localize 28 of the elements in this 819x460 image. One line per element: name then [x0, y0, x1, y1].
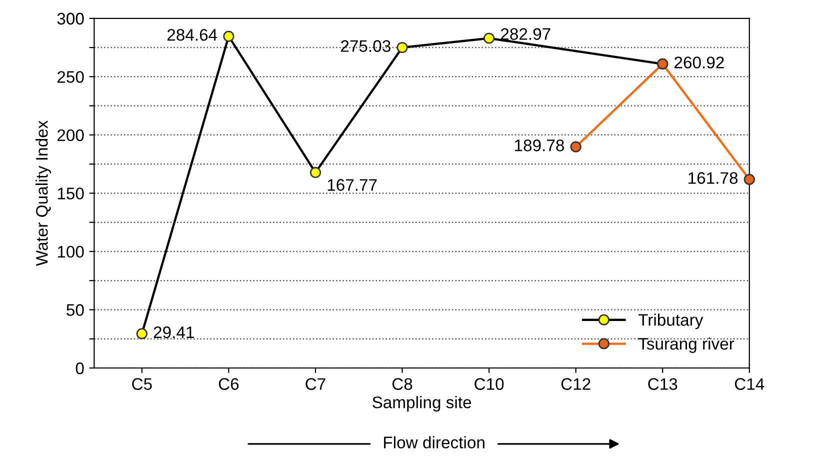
x-tick-label: C14 [734, 378, 764, 390]
y-tick-label: 0 [76, 362, 84, 374]
text: Flow direction [384, 436, 484, 448]
data-label: 29.41 [154, 326, 194, 338]
x-tick-label: C6 [218, 378, 239, 390]
y-tick-label: 150 [58, 188, 84, 200]
x-tick-label: C8 [392, 378, 412, 390]
data-label: 189.78 [515, 140, 564, 152]
y-tick-label: 250 [57, 71, 84, 83]
data-label: 282.97 [500, 28, 550, 40]
legend-label: Tributary [638, 314, 704, 330]
x-axis-title: Sampling site [372, 396, 472, 412]
legend-label: Tsurang river [638, 337, 734, 353]
x-tick-label: C10 [474, 378, 504, 390]
x-tick-label: C13 [648, 378, 678, 390]
y-tick-label: 50 [66, 304, 84, 316]
data-label: 161.78 [688, 172, 738, 184]
y-tick-label: 100 [58, 246, 84, 258]
data-label: 260.92 [674, 56, 724, 68]
x-tick-label: C7 [306, 378, 326, 390]
y-tick-label: 200 [57, 129, 84, 142]
x-tick-label: C12 [561, 378, 590, 390]
y-tick-label: 300 [57, 12, 84, 25]
x-tick-label: C5 [132, 378, 152, 390]
data-label: 275.03 [341, 40, 390, 52]
y-axis-title: Water Quality Index [36, 120, 52, 266]
data-label: 167.77 [328, 179, 377, 191]
data-label: 284.64 [167, 28, 218, 41]
